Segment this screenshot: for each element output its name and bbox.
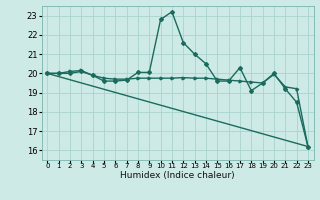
X-axis label: Humidex (Indice chaleur): Humidex (Indice chaleur) <box>120 171 235 180</box>
